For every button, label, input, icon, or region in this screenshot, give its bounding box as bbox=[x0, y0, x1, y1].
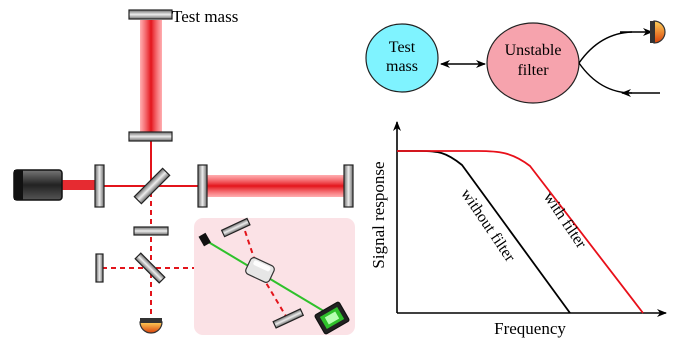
bubble-filter-label-line2: filter bbox=[517, 62, 549, 79]
green-pump-laser bbox=[314, 301, 350, 335]
bubble-test-mass-label-line1: Test bbox=[389, 39, 416, 56]
readout-mirror-upper bbox=[133, 226, 169, 236]
cavity-beam-upper bbox=[243, 227, 259, 271]
bubble-test-mass bbox=[365, 23, 439, 93]
beam-input bbox=[62, 180, 100, 190]
beam-vertical-arm bbox=[140, 20, 162, 132]
cavity-mirror-upper bbox=[220, 217, 251, 238]
arm-mirror-vertical bbox=[128, 131, 173, 142]
pump-coupler bbox=[198, 232, 211, 247]
green-pump-beam bbox=[204, 239, 343, 323]
test-mass-mirror-top bbox=[128, 9, 173, 20]
series-label-with-filter: with filter bbox=[540, 189, 590, 252]
beam-horizontal-arm bbox=[205, 175, 347, 197]
chart-xlabel: Frequency bbox=[494, 319, 566, 338]
series-with-filter-curve bbox=[397, 150, 644, 314]
photodetector-bottom bbox=[139, 318, 163, 334]
bubble-test-mass-label-line2: mass bbox=[386, 58, 418, 75]
photodetector-top-right bbox=[650, 20, 666, 44]
nonlinear-crystal bbox=[245, 257, 275, 283]
beam-splitter bbox=[133, 167, 171, 205]
bubble-filter-label-line1: Unstable bbox=[505, 42, 562, 59]
readout-mirror-left bbox=[95, 253, 104, 283]
series-label-without-filter: without filter bbox=[457, 186, 518, 266]
cavity-mirror-lower bbox=[272, 308, 305, 329]
chart-ylabel: Signal response bbox=[369, 161, 388, 268]
input-mirror bbox=[94, 164, 105, 208]
cavity-beam-lower bbox=[261, 275, 288, 319]
filter-output-branch-upper bbox=[578, 31, 633, 64]
laser-source bbox=[13, 169, 63, 201]
test-mass-label-top: Test mass bbox=[172, 7, 238, 26]
readout-splitter bbox=[134, 252, 166, 284]
response-chart: Signal response Frequency without filter… bbox=[369, 121, 667, 338]
test-mass-mirror-right bbox=[343, 164, 354, 208]
arm-mirror-horizontal-near bbox=[197, 164, 208, 208]
filter-input-branch-lower bbox=[578, 62, 633, 94]
